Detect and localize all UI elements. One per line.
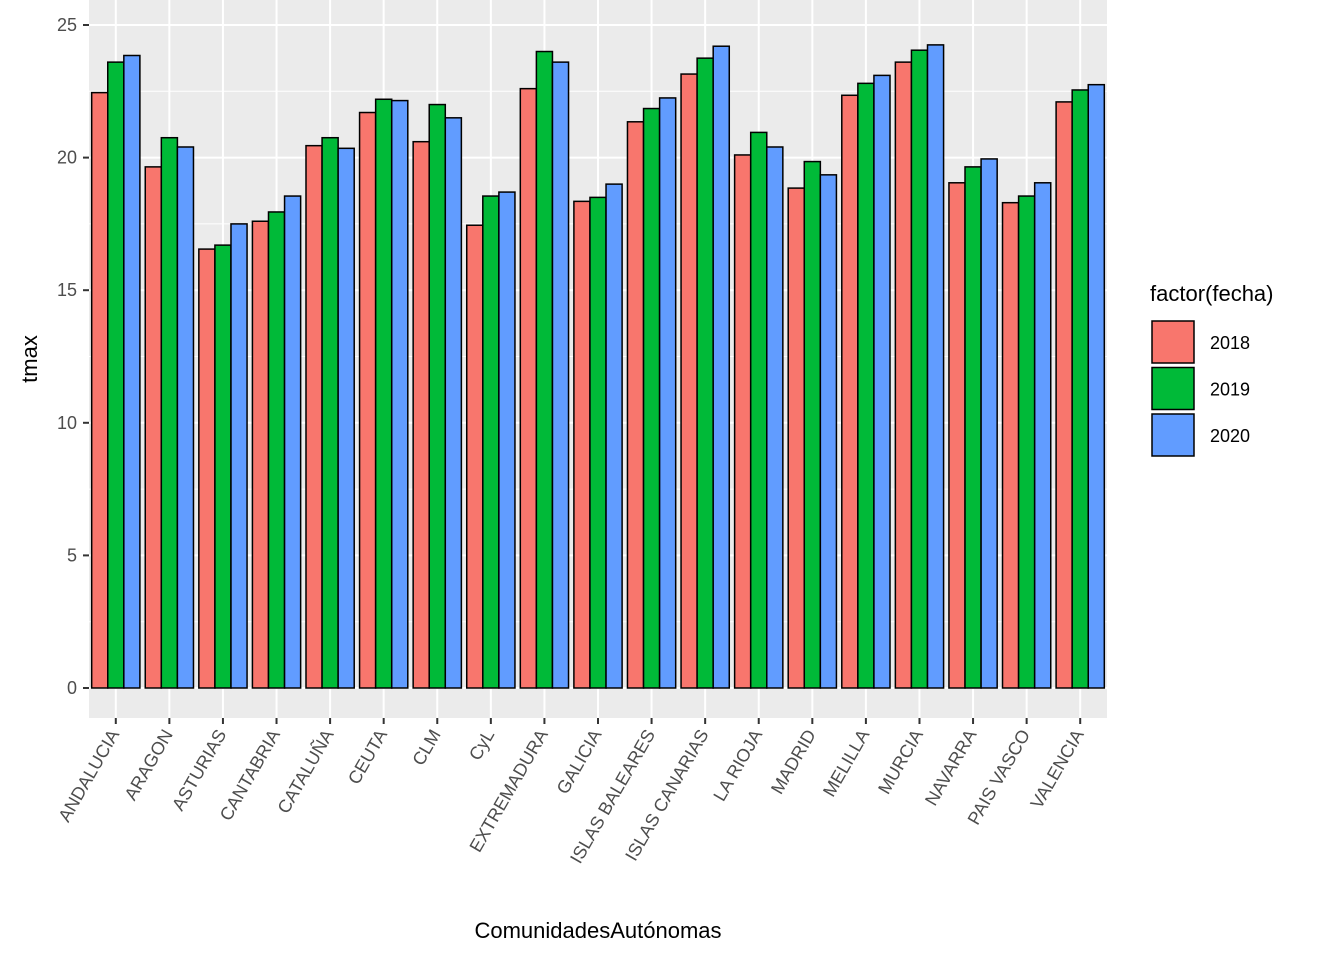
- bar: [551, 61, 570, 689]
- x-tick-label: NAVARRA: [921, 726, 981, 809]
- bar: [948, 182, 966, 689]
- x-tick-label: ASTURIAS: [168, 726, 230, 814]
- legend-label: 2018: [1210, 333, 1250, 353]
- bar: [337, 147, 355, 689]
- x-axis-title: ComunidadesAutónomas: [474, 918, 721, 943]
- bar: [144, 166, 163, 689]
- bar: [605, 183, 623, 689]
- y-tick-label: 25: [57, 15, 77, 35]
- y-tick-label: 15: [57, 280, 77, 300]
- legend: factor(fecha) 2018 2019 2020: [1150, 281, 1274, 457]
- x-tick-label: MELILLA: [819, 726, 873, 800]
- x-tick-label: CyL: [465, 726, 498, 764]
- bar: [573, 200, 591, 689]
- legend-label: 2019: [1210, 380, 1250, 400]
- bar: [412, 140, 430, 689]
- bar: [358, 111, 377, 689]
- bar: [465, 224, 484, 689]
- bar: [251, 220, 270, 689]
- bar: [374, 98, 393, 689]
- bar: [267, 211, 286, 689]
- bar: [1033, 182, 1052, 689]
- bar: [482, 195, 500, 689]
- bar: [626, 121, 645, 689]
- bar: [198, 248, 216, 689]
- bar: [1087, 83, 1106, 689]
- x-tick-label: VALENCIA: [1027, 726, 1088, 812]
- y-axis-title: tmax: [17, 335, 42, 383]
- bar: [214, 244, 232, 689]
- bar: [1055, 101, 1073, 689]
- bar: [498, 191, 516, 689]
- bar: [803, 160, 822, 689]
- bar: [766, 146, 784, 689]
- bar: [964, 166, 982, 689]
- bar: [90, 91, 109, 689]
- legend-title: factor(fecha): [1150, 281, 1274, 306]
- bar: [926, 44, 945, 689]
- legend-swatch: [1151, 366, 1195, 411]
- x-tick-label: MURCIA: [874, 726, 927, 797]
- bar: [873, 74, 891, 689]
- bar: [658, 97, 677, 689]
- bar: [1071, 89, 1089, 689]
- bar: [230, 223, 248, 689]
- x-tick-label: CLM: [408, 726, 444, 769]
- bar: [857, 82, 875, 689]
- bar: [160, 136, 179, 689]
- bar: [910, 49, 929, 689]
- bar: [680, 73, 698, 689]
- bar: [980, 158, 998, 689]
- y-tick-label: 5: [67, 545, 77, 565]
- bar: [787, 187, 806, 689]
- bar: [535, 50, 554, 689]
- bar: [712, 45, 731, 689]
- legend-label: 2020: [1210, 426, 1250, 446]
- bar: [305, 144, 323, 689]
- x-tick-label: MADRID: [767, 726, 820, 797]
- x-tick-label: CATALUÑA: [273, 726, 338, 817]
- x-tick-label: ARAGON: [121, 726, 177, 804]
- bar: [1017, 195, 1036, 689]
- bar: [123, 54, 141, 689]
- bar: [519, 87, 538, 689]
- x-tick-label: CEUTA: [344, 726, 391, 788]
- x-tick-label: LA RIOJA: [709, 726, 766, 804]
- bar: [390, 99, 409, 689]
- bar: [696, 57, 714, 689]
- bar: [176, 146, 195, 689]
- y-axis: 0 5 10 15 20 25: [57, 15, 89, 698]
- y-tick-label: 20: [57, 148, 77, 168]
- bar: [733, 154, 752, 689]
- bars: [90, 44, 1106, 689]
- y-tick-label: 10: [57, 413, 77, 433]
- bar: [749, 131, 768, 689]
- bar: [107, 61, 125, 689]
- legend-swatch: [1151, 320, 1195, 364]
- legend-swatch: [1151, 413, 1195, 457]
- bar: [894, 61, 913, 689]
- y-tick-label: 0: [67, 678, 77, 698]
- bar: [283, 195, 302, 689]
- bar: [841, 94, 859, 689]
- bar: [1001, 201, 1020, 689]
- x-tick-label: ANDALUCIA: [54, 726, 123, 825]
- bar: [321, 136, 339, 689]
- bar: [444, 117, 463, 689]
- x-tick-label: GALICIA: [553, 726, 606, 798]
- bar: [428, 103, 447, 689]
- bar: [589, 196, 607, 689]
- x-axis: ANDALUCIAARAGONASTURIASCANTABRIACATALUÑA…: [54, 718, 1088, 867]
- bar: [819, 174, 838, 689]
- bar: [642, 107, 661, 689]
